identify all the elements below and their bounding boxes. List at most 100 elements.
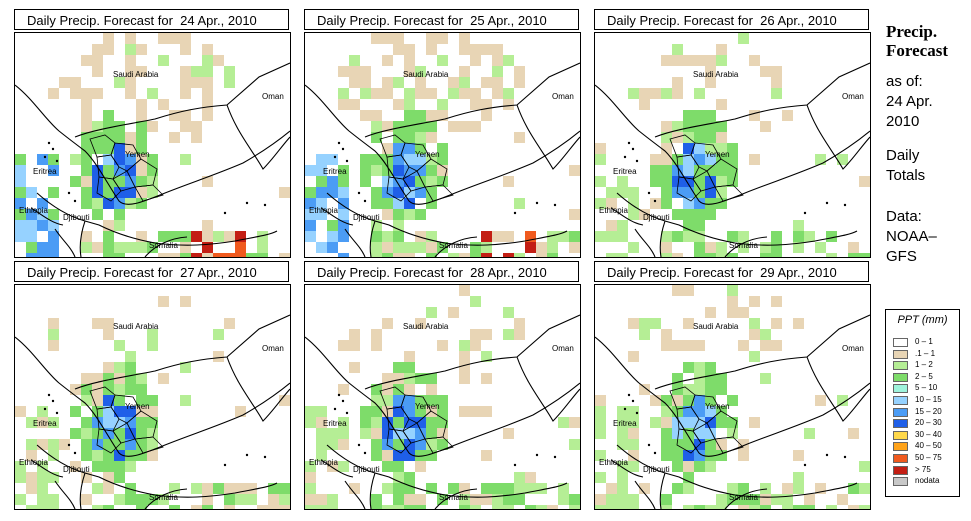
country-borders — [305, 314, 580, 509]
map-label-oman: Oman — [842, 92, 864, 101]
precip-map: Saudi Arabia Oman Yemen Eritrea Ethiopia Djib… — [594, 284, 871, 510]
precip-raster — [595, 33, 870, 257]
map-label-somalia: Somalia — [729, 241, 758, 250]
country-borders — [15, 314, 290, 509]
map-label-oman: Oman — [842, 344, 864, 353]
legend-swatch — [893, 442, 908, 452]
map-label-eritrea: Eritrea — [33, 167, 57, 176]
country-borders — [595, 314, 870, 509]
legend-label: > 75 — [915, 464, 931, 474]
map-label-djibouti: Djibouti — [353, 213, 380, 222]
map-label-saudi-arabia: Saudi Arabia — [693, 322, 739, 331]
map-label-oman: Oman — [262, 92, 284, 101]
map-label-oman: Oman — [552, 92, 574, 101]
panel-title: Daily Precip. Forecast for 29 Apr., 2010 — [594, 261, 869, 282]
panel-title: Daily Precip. Forecast for 27 Apr., 2010 — [14, 261, 289, 282]
map-label-yemen: Yemen — [415, 150, 440, 159]
heading-line: Forecast — [886, 41, 948, 60]
country-borders — [15, 62, 290, 257]
panel-title: Daily Precip. Forecast for 28 Apr., 2010 — [304, 261, 579, 282]
map-label-somalia: Somalia — [149, 493, 178, 502]
legend-swatch — [893, 384, 908, 394]
legend-swatch — [893, 465, 908, 475]
legend-swatch — [893, 419, 908, 429]
precip-raster — [305, 285, 580, 509]
totals-line: Daily — [886, 147, 920, 164]
map-label-eritrea: Eritrea — [613, 167, 637, 176]
legend-label: 10 – 15 — [915, 395, 942, 404]
as-of-line: 2010 — [886, 113, 920, 130]
map-label-ethiopia: Ethiopia — [309, 206, 338, 215]
legend-title: PPT (mm) — [897, 314, 948, 326]
as-of-date: as of: 24 Apr. 2010 — [886, 72, 933, 132]
precip-map: Saudi Arabia Oman Yemen Eritrea Ethiopia Djib… — [304, 32, 581, 258]
map-canvas: Saudi Arabia Oman Yemen Eritrea Ethiopia Djib… — [15, 296, 290, 509]
map-label-ethiopia: Ethiopia — [599, 458, 628, 467]
precip-map: Saudi Arabia Oman Yemen Eritrea Ethiopia Djib… — [304, 284, 581, 510]
legend-swatch — [893, 477, 908, 487]
totals-note: Daily Totals — [886, 146, 925, 186]
legend-label: 0 – 1 — [915, 337, 933, 346]
map-label-djibouti: Djibouti — [643, 465, 670, 474]
map-label-saudi-arabia: Saudi Arabia — [693, 70, 739, 79]
map-label-eritrea: Eritrea — [323, 167, 347, 176]
map-label-eritrea: Eritrea — [33, 419, 57, 428]
legend-label: nodata — [915, 476, 940, 486]
legend-label: 15 – 20 — [915, 406, 942, 416]
map-label-somalia: Somalia — [439, 241, 468, 250]
legend-swatch — [893, 361, 908, 371]
legend-swatch — [893, 430, 908, 440]
map-canvas: Saudi Arabia Oman Yemen Eritrea Ethiopia Djib… — [595, 33, 870, 257]
precip-raster — [15, 296, 290, 509]
as-of-line: as of: — [886, 73, 923, 90]
data-source-line: GFS — [886, 248, 917, 265]
map-canvas: Saudi Arabia Oman Yemen Eritrea Ethiopia Djib… — [15, 33, 290, 257]
precip-map: Saudi Arabia Oman Yemen Eritrea Ethiopia Djib… — [594, 32, 871, 258]
precip-map: Saudi Arabia Oman Yemen Eritrea Ethiopia Djib… — [14, 32, 291, 258]
map-label-djibouti: Djibouti — [353, 465, 380, 474]
data-source: Data: NOAA– GFS — [886, 207, 937, 267]
map-canvas: Saudi Arabia Oman Yemen Eritrea Ethiopia Djib… — [305, 285, 580, 509]
map-label-yemen: Yemen — [705, 402, 730, 411]
country-borders — [595, 62, 870, 257]
legend-label: 20 – 30 — [915, 418, 942, 428]
legend-label: 40 – 50 — [915, 441, 942, 451]
precip-raster — [15, 33, 290, 257]
legend-label: 2 – 5 — [915, 371, 933, 381]
precip-raster — [305, 33, 580, 257]
map-label-ethiopia: Ethiopia — [19, 458, 48, 467]
heading-line: Precip. — [886, 22, 938, 41]
map-label-ethiopia: Ethiopia — [599, 206, 628, 215]
legend-label: 50 – 75 — [915, 453, 942, 462]
precip-map: Saudi Arabia Oman Yemen Eritrea Ethiopia Djib… — [14, 284, 291, 510]
map-label-saudi-arabia: Saudi Arabia — [403, 322, 449, 331]
map-canvas: Saudi Arabia Oman Yemen Eritrea Ethiopia Djib… — [595, 285, 870, 509]
map-label-djibouti: Djibouti — [63, 465, 90, 474]
map-label-yemen: Yemen — [705, 150, 730, 159]
legend-swatch — [893, 396, 908, 405]
legend-label: 1 – 2 — [915, 360, 933, 370]
legend-swatch — [893, 338, 908, 347]
map-label-eritrea: Eritrea — [323, 419, 347, 428]
panel-title: Daily Precip. Forecast for 24 Apr., 2010 — [14, 9, 289, 30]
country-borders — [305, 62, 580, 257]
map-label-yemen: Yemen — [125, 150, 150, 159]
legend-swatch — [893, 372, 908, 382]
map-label-yemen: Yemen — [125, 402, 150, 411]
map-label-saudi-arabia: Saudi Arabia — [113, 322, 159, 331]
legend-label: 30 – 40 — [915, 429, 942, 439]
data-source-line: Data: — [886, 208, 922, 225]
map-label-ethiopia: Ethiopia — [19, 206, 48, 215]
map-label-djibouti: Djibouti — [643, 213, 670, 222]
legend-swatch — [893, 349, 908, 359]
map-label-yemen: Yemen — [415, 402, 440, 411]
map-label-eritrea: Eritrea — [613, 419, 637, 428]
map-label-oman: Oman — [262, 344, 284, 353]
map-label-oman: Oman — [552, 344, 574, 353]
legend-swatch — [893, 454, 908, 463]
legend-label: .1 – 1 — [915, 348, 936, 358]
data-source-line: NOAA– — [886, 228, 937, 245]
panel-title: Daily Precip. Forecast for 25 Apr., 2010 — [304, 9, 579, 30]
map-label-saudi-arabia: Saudi Arabia — [113, 70, 159, 79]
